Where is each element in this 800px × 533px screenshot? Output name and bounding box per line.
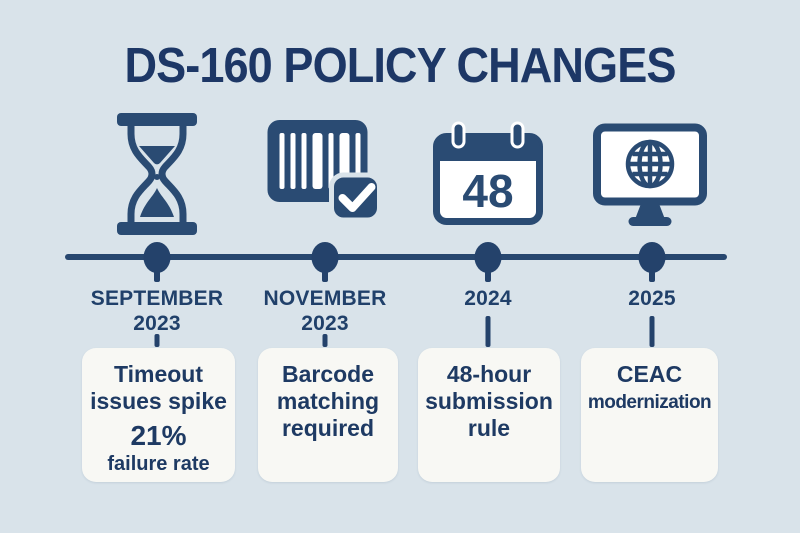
- date-line: 2023: [133, 312, 181, 335]
- timeline-dot-stem: [485, 271, 491, 282]
- globe-icon: [625, 139, 675, 189]
- hourglass-icon: [117, 113, 197, 235]
- connector-line: [485, 316, 491, 347]
- card-line: issues spike: [90, 388, 227, 414]
- card-line: Barcode: [281, 361, 375, 387]
- date-label-november-2023: NOVEMBER 2023: [264, 286, 387, 336]
- calendar-48-icon: 48: [433, 121, 543, 225]
- stat-caption: failure rate: [107, 453, 210, 475]
- card-line: matching: [276, 388, 380, 414]
- timeline-dot: [474, 242, 502, 273]
- page-title: DS-160 POLICY CHANGES: [124, 39, 676, 93]
- card-line: rule: [467, 415, 511, 441]
- timeline-dot: [311, 242, 339, 273]
- card-line: modernization: [587, 392, 712, 413]
- date-label-2025: 2025: [628, 286, 676, 311]
- date-line: 2024: [464, 287, 512, 310]
- timeline-dot: [638, 242, 666, 273]
- info-card-timeout: Timeout issues spike 21% failure rate: [82, 348, 235, 482]
- card-line: submission: [425, 388, 553, 414]
- card-line: required: [281, 415, 375, 441]
- card-line: 48-hour: [446, 361, 532, 387]
- date-label-september-2023: SEPTEMBER 2023: [91, 286, 224, 336]
- connector-line: [154, 334, 160, 347]
- date-line: 2023: [301, 312, 349, 335]
- date-line: SEPTEMBER: [90, 287, 224, 310]
- connector-line: [322, 334, 328, 347]
- info-card-ceac: CEAC modernization: [581, 348, 718, 482]
- info-card-barcode: Barcode matching required: [258, 348, 398, 482]
- timeline-dot-stem: [154, 271, 160, 282]
- info-card-48-hour: 48-hour submission rule: [418, 348, 560, 482]
- barcode-check-icon: [267, 120, 382, 223]
- card-line: Timeout: [113, 361, 204, 387]
- card-line: CEAC: [616, 361, 683, 387]
- date-line: 2025: [628, 287, 676, 310]
- connector-line: [649, 316, 655, 347]
- calendar-number: 48: [462, 165, 513, 217]
- timeline-line: [65, 254, 727, 260]
- globe-monitor-icon: [593, 123, 707, 226]
- timeline-dot-stem: [649, 271, 655, 282]
- timeline-dot: [143, 242, 171, 273]
- date-line: NOVEMBER: [263, 287, 387, 310]
- date-label-2024: 2024: [464, 286, 512, 311]
- timeline-dot-stem: [322, 271, 328, 282]
- stat-value: 21%: [130, 420, 187, 451]
